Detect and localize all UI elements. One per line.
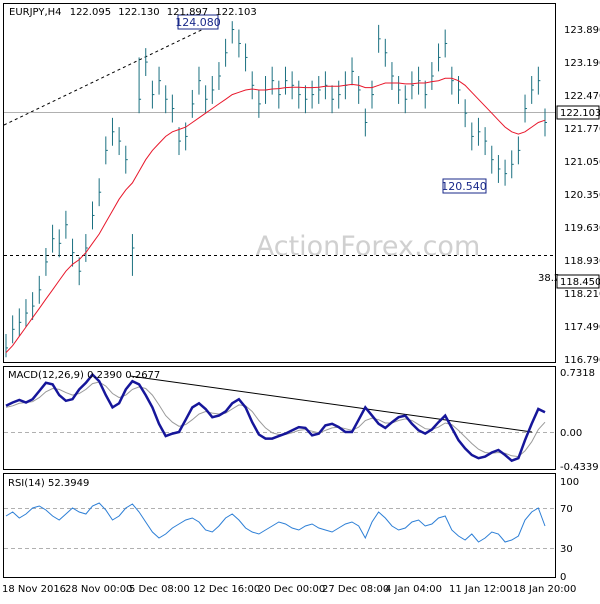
price-tick: 119.630 xyxy=(564,223,600,234)
price-tick: 116.790 xyxy=(564,355,600,366)
macd-tick: 0.7318 xyxy=(560,368,595,379)
moving-average-line xyxy=(5,77,546,353)
ohlc-close: 122.103 xyxy=(215,7,256,18)
rsi-panel-frame xyxy=(3,473,556,578)
annotation-low-box xyxy=(442,178,487,194)
x-tick: 11 Jan 12:00 xyxy=(449,584,512,595)
watermark: ActionForex.com xyxy=(256,231,481,262)
rsi-tick: 0 xyxy=(560,572,566,583)
ohlc-low: 121.897 xyxy=(167,7,208,18)
macd-tick: -0.4339 xyxy=(560,462,599,473)
macd-signal-line xyxy=(5,381,546,458)
macd-y-axis: 0.7318 0.00 -0.4339 xyxy=(560,368,599,473)
x-axis: 18 Nov 2016 28 Nov 00:00 5 Dec 08:00 12 … xyxy=(2,584,576,595)
x-tick: 18 Nov 2016 xyxy=(2,584,66,595)
price-y-axis: 123.890 123.190 122.470 121.770 121.050 … xyxy=(564,25,600,366)
price-title: EURJPY,H4 122.095 122.130 121.897 122.10… xyxy=(9,7,257,18)
ohlc-high: 122.130 xyxy=(118,7,159,18)
fib-level-tag xyxy=(556,274,600,289)
symbol-timeframe: EURJPY,H4 xyxy=(9,7,62,18)
rsi-tick: 70 xyxy=(560,504,573,515)
price-bars xyxy=(5,21,547,358)
macd-title: MACD(12,26,9) 0.2390 0.2677 xyxy=(8,370,160,381)
annotation-high-box xyxy=(177,14,219,30)
x-tick: 27 Dec 08:00 xyxy=(322,584,389,595)
annotation-high-label: 124.080 xyxy=(175,16,221,29)
price-tick: 118.210 xyxy=(564,289,600,300)
rsi-y-axis: 100 70 30 0 xyxy=(560,477,579,583)
macd-panel-frame xyxy=(3,366,556,470)
x-tick: 28 Nov 00:00 xyxy=(65,584,132,595)
macd-trendline xyxy=(129,375,533,433)
x-tick: 5 Dec 08:00 xyxy=(129,584,190,595)
rsi-title: RSI(14) 52.3949 xyxy=(8,478,89,489)
ohlc-open: 122.095 xyxy=(70,7,111,18)
x-tick: 18 Jan 20:00 xyxy=(513,584,576,595)
price-tick: 120.350 xyxy=(564,190,600,201)
price-tick: 123.890 xyxy=(564,25,600,36)
x-tick: 4 Jan 04:00 xyxy=(385,584,442,595)
price-tick: 121.770 xyxy=(564,124,600,135)
current-price-tag xyxy=(556,105,600,120)
price-tick: 121.050 xyxy=(564,157,600,168)
price-tick: 123.190 xyxy=(564,58,600,69)
fib-level-label: 118.450 xyxy=(560,277,600,288)
macd-main-line xyxy=(5,372,546,463)
price-tick: 118.930 xyxy=(564,256,600,267)
rsi-tick: 100 xyxy=(560,477,579,488)
rsi-line xyxy=(5,502,546,543)
macd-tick: 0.00 xyxy=(560,428,582,439)
price-tick: 117.490 xyxy=(564,322,600,333)
rsi-tick: 30 xyxy=(560,544,573,555)
price-tick: 122.470 xyxy=(564,91,600,102)
fib-ratio-label: 38.2 xyxy=(538,273,560,284)
current-price-label: 122.103 xyxy=(560,108,600,119)
annotation-low-label: 120.540 xyxy=(441,180,487,193)
x-tick: 20 Dec 00:00 xyxy=(258,584,325,595)
x-tick: 12 Dec 16:00 xyxy=(193,584,260,595)
